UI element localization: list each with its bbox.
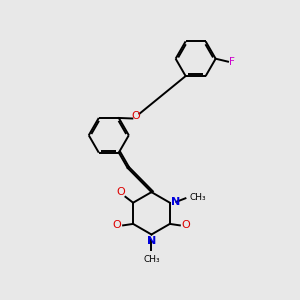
Text: O: O <box>116 187 125 197</box>
Text: O: O <box>113 220 122 230</box>
Text: O: O <box>131 111 140 121</box>
Text: O: O <box>182 220 190 230</box>
Text: CH₃: CH₃ <box>190 194 206 202</box>
Text: N: N <box>171 197 180 207</box>
Text: F: F <box>229 57 235 67</box>
Text: CH₃: CH₃ <box>143 255 160 264</box>
Text: N: N <box>147 236 156 246</box>
